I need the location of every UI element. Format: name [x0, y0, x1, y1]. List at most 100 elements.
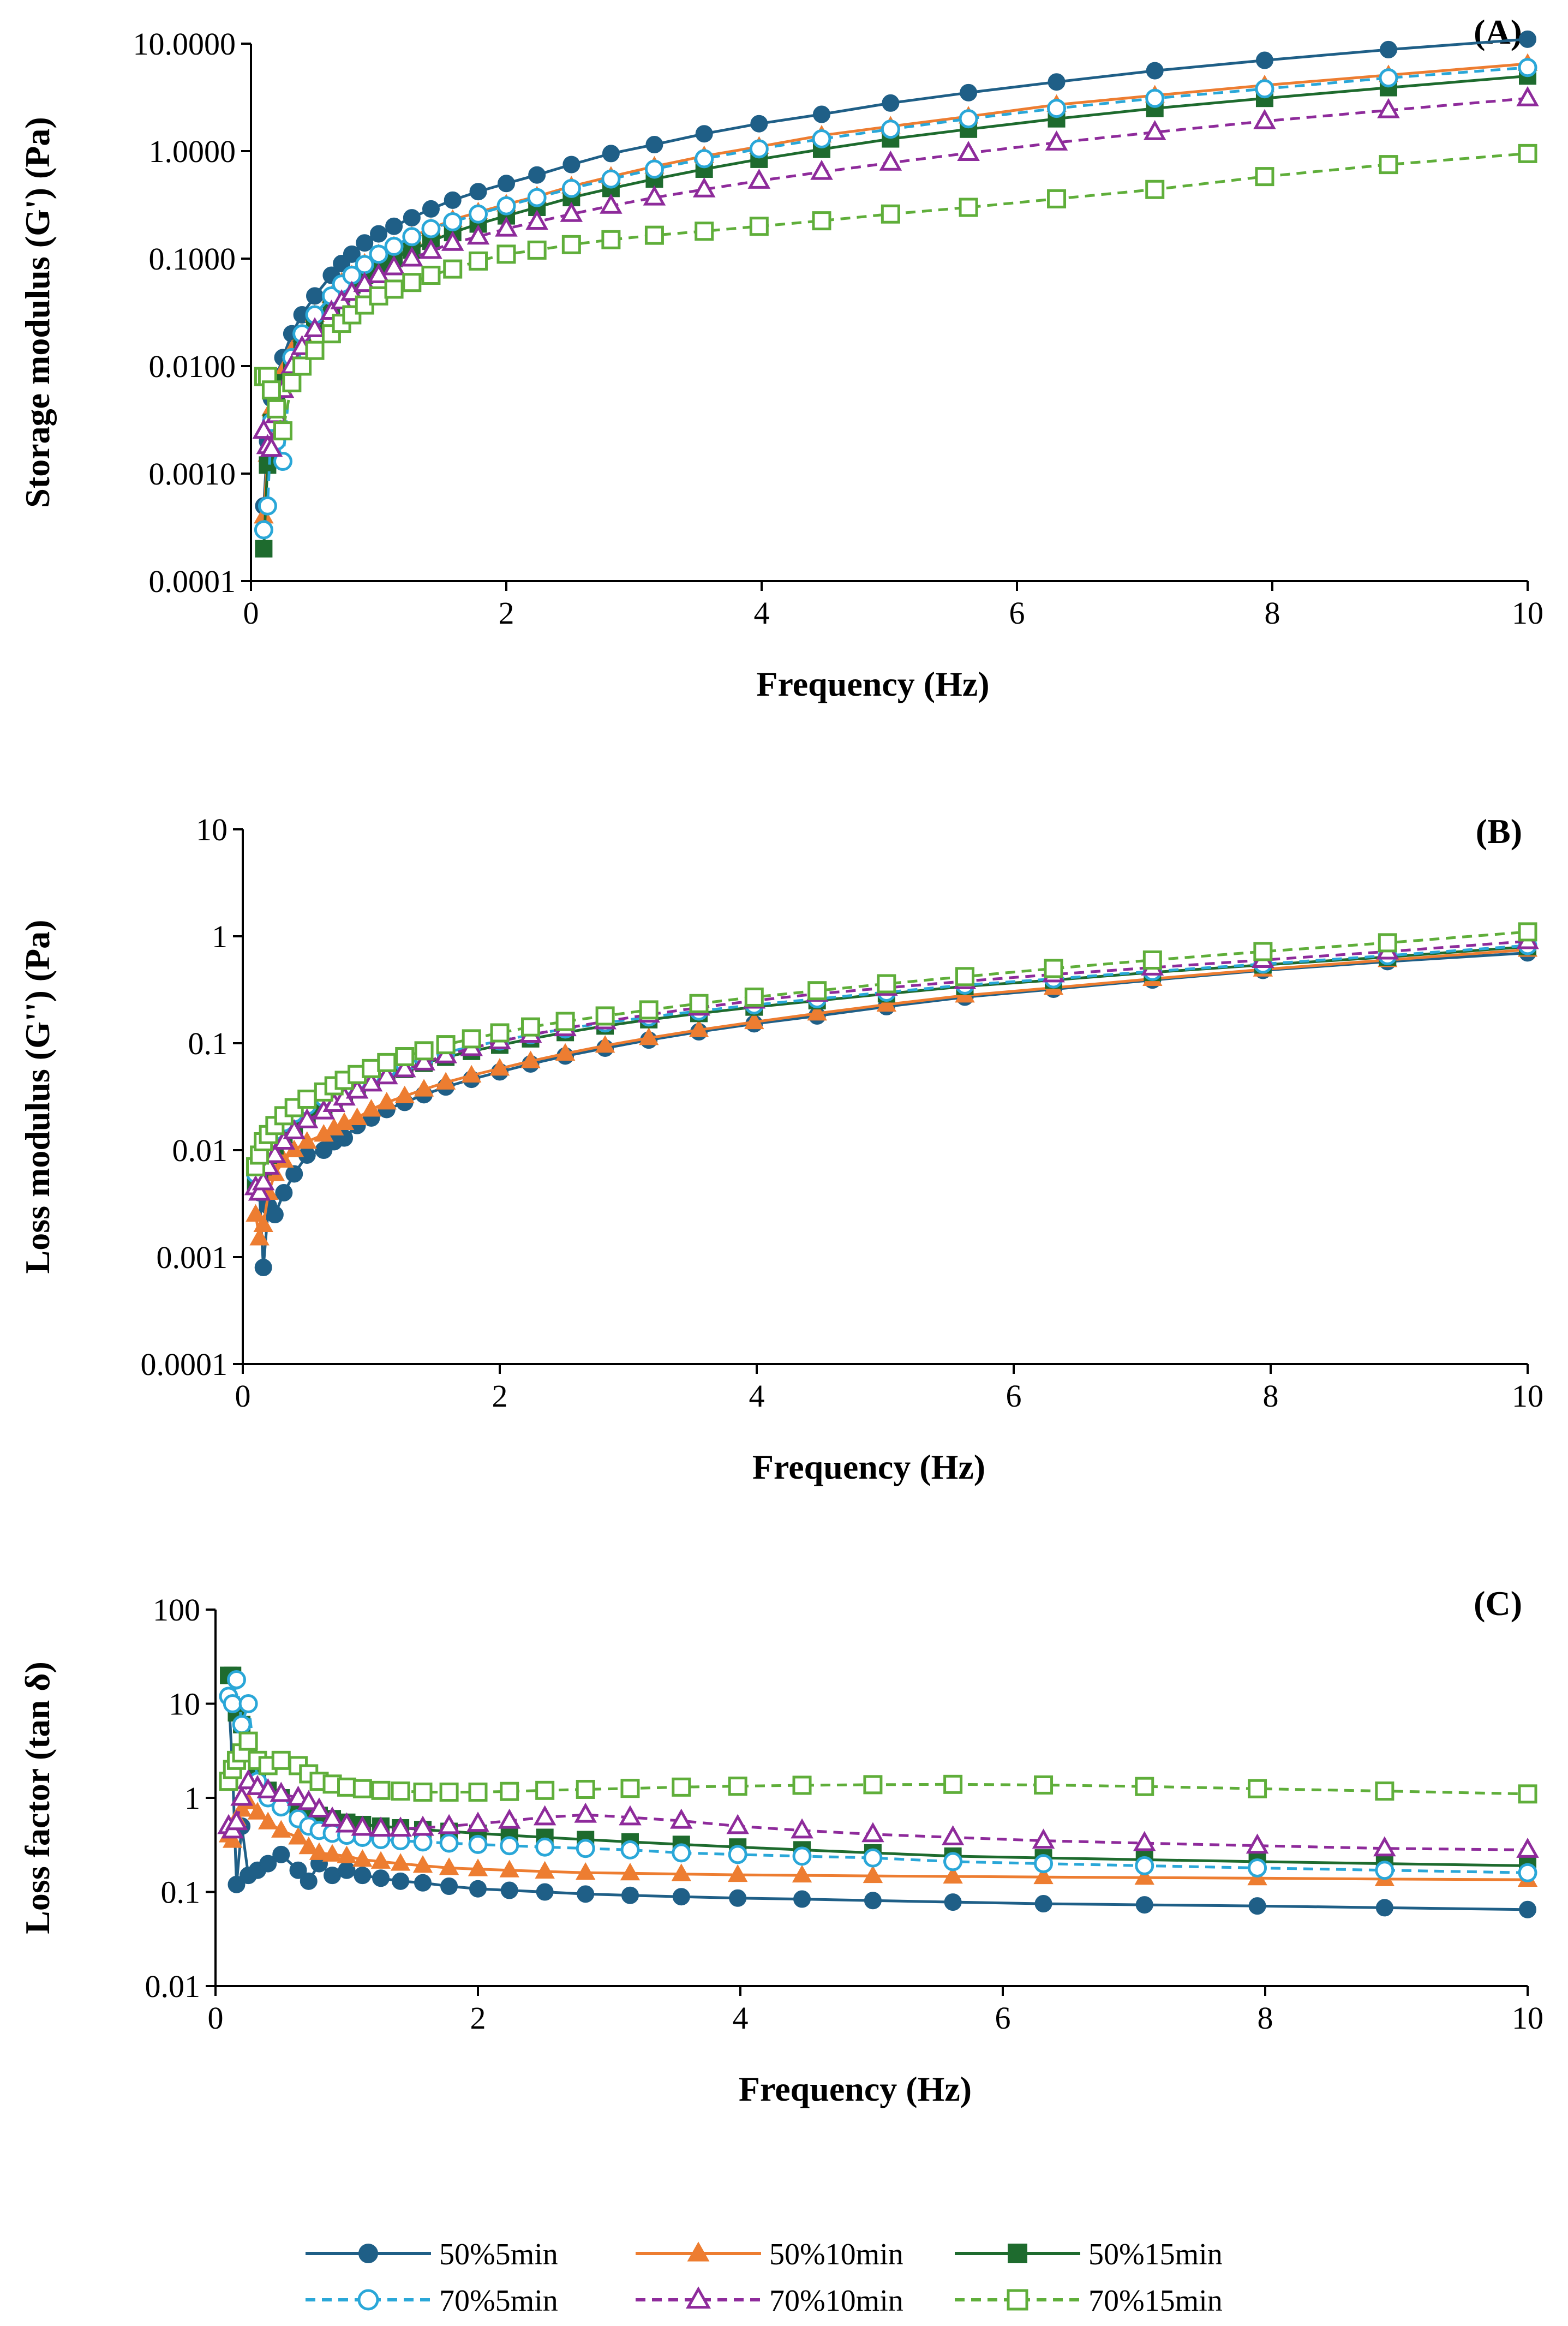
data-point: [1146, 62, 1164, 80]
series-70pct-10min: [217, 1769, 1539, 1858]
data-point: [248, 1180, 271, 1201]
data-point: [439, 1857, 459, 1875]
data-point: [943, 1774, 963, 1794]
y-tick-label: 10.0000: [133, 26, 236, 62]
data-point: [602, 145, 620, 163]
data-point: [500, 1836, 519, 1856]
data-point: [881, 204, 900, 224]
data-point: [1034, 1854, 1054, 1874]
data-point: [261, 380, 281, 400]
data-point: [620, 1840, 640, 1859]
data-point: [382, 255, 405, 276]
data-point: [812, 105, 830, 123]
data-point: [390, 1853, 411, 1871]
data-point: [391, 1781, 410, 1801]
y-tick-label: 0.0001: [149, 564, 236, 599]
series-70pct-15min: [246, 922, 1537, 1176]
y-tick-label: 10: [169, 1687, 200, 1722]
data-point: [267, 399, 286, 418]
data-point: [435, 1072, 456, 1090]
data-point: [671, 1863, 691, 1881]
data-point: [863, 1848, 883, 1868]
data-point: [955, 967, 975, 986]
data-point: [400, 246, 423, 267]
y-tick-label: 0.0100: [149, 349, 236, 384]
data-point: [520, 1050, 541, 1068]
data-point: [300, 1872, 318, 1890]
data-point: [619, 1805, 642, 1826]
data-point: [288, 1827, 308, 1845]
data-point: [1135, 1777, 1154, 1796]
data-point: [385, 217, 403, 235]
data-point: [750, 115, 768, 133]
data-point: [352, 1849, 373, 1867]
data-point: [468, 1783, 488, 1802]
data-point: [498, 1808, 521, 1829]
data-point: [489, 1058, 510, 1076]
x-tick-label: 2: [492, 1378, 508, 1414]
chart-panel-a: 0.0001 0.0010 0.0100 0.1000 1.0000 10.0000 0 2 4…: [18, 13, 1543, 703]
data-point: [882, 94, 900, 112]
data-point: [791, 1818, 813, 1839]
legend: 50%5min 50%10min 50%15min 70%5min 70%10min 70…: [306, 2238, 1223, 2318]
data-point: [1044, 959, 1063, 978]
data-point: [414, 1874, 432, 1892]
legend-marker: [1008, 2244, 1027, 2263]
data-point: [438, 1814, 460, 1834]
data-point: [1145, 180, 1165, 199]
series-line: [262, 66, 1528, 530]
data-point: [369, 286, 388, 306]
data-point: [1518, 1784, 1537, 1804]
data-point: [285, 1165, 303, 1183]
data-point: [535, 1780, 555, 1800]
data-point: [864, 1892, 882, 1910]
data-point: [384, 237, 404, 256]
data-point: [271, 1750, 291, 1770]
data-point: [309, 1842, 330, 1860]
data-point: [496, 244, 516, 264]
data-point: [412, 1855, 433, 1873]
data-point: [414, 1079, 434, 1097]
x-axis-title: Frequency (Hz): [752, 1448, 985, 1486]
data-point: [375, 1064, 398, 1085]
data-point: [377, 1053, 397, 1072]
data-point: [466, 1811, 489, 1832]
data-point: [1248, 1858, 1267, 1877]
data-point: [371, 1780, 391, 1800]
y-tick-label: 100: [153, 1592, 200, 1628]
data-point: [1253, 109, 1276, 129]
panel-tag: (B): [1476, 812, 1522, 851]
data-point: [469, 251, 488, 271]
data-point: [601, 230, 621, 249]
data-point: [863, 1865, 883, 1883]
data-point: [230, 1785, 253, 1806]
data-point: [275, 1183, 293, 1201]
data-point: [308, 1797, 331, 1818]
data-point: [334, 1112, 355, 1130]
data-point: [812, 129, 831, 149]
data-point: [576, 1779, 595, 1799]
data-point: [672, 1777, 691, 1797]
data-point: [335, 1812, 358, 1833]
y-axis-title: Loss factor (tan δ): [18, 1661, 57, 1934]
data-point: [555, 1043, 576, 1061]
data-point: [286, 1785, 310, 1806]
data-point: [881, 119, 900, 139]
data-point: [726, 1814, 749, 1834]
legend-marker: [357, 2289, 379, 2311]
data-point: [536, 1883, 554, 1901]
data-point: [600, 193, 623, 214]
data-point: [793, 1890, 811, 1908]
x-tick-label: 10: [1512, 2000, 1543, 2036]
data-point: [941, 1825, 965, 1845]
data-point: [258, 1811, 278, 1829]
data-point: [402, 273, 422, 292]
data-point: [645, 136, 663, 154]
data-point: [695, 125, 713, 143]
data-point: [1034, 1775, 1054, 1795]
data-point: [436, 1035, 456, 1055]
data-point: [729, 1889, 747, 1907]
data-point: [356, 234, 374, 252]
y-tick-label: 0.0001: [141, 1347, 228, 1382]
data-point: [421, 219, 441, 238]
